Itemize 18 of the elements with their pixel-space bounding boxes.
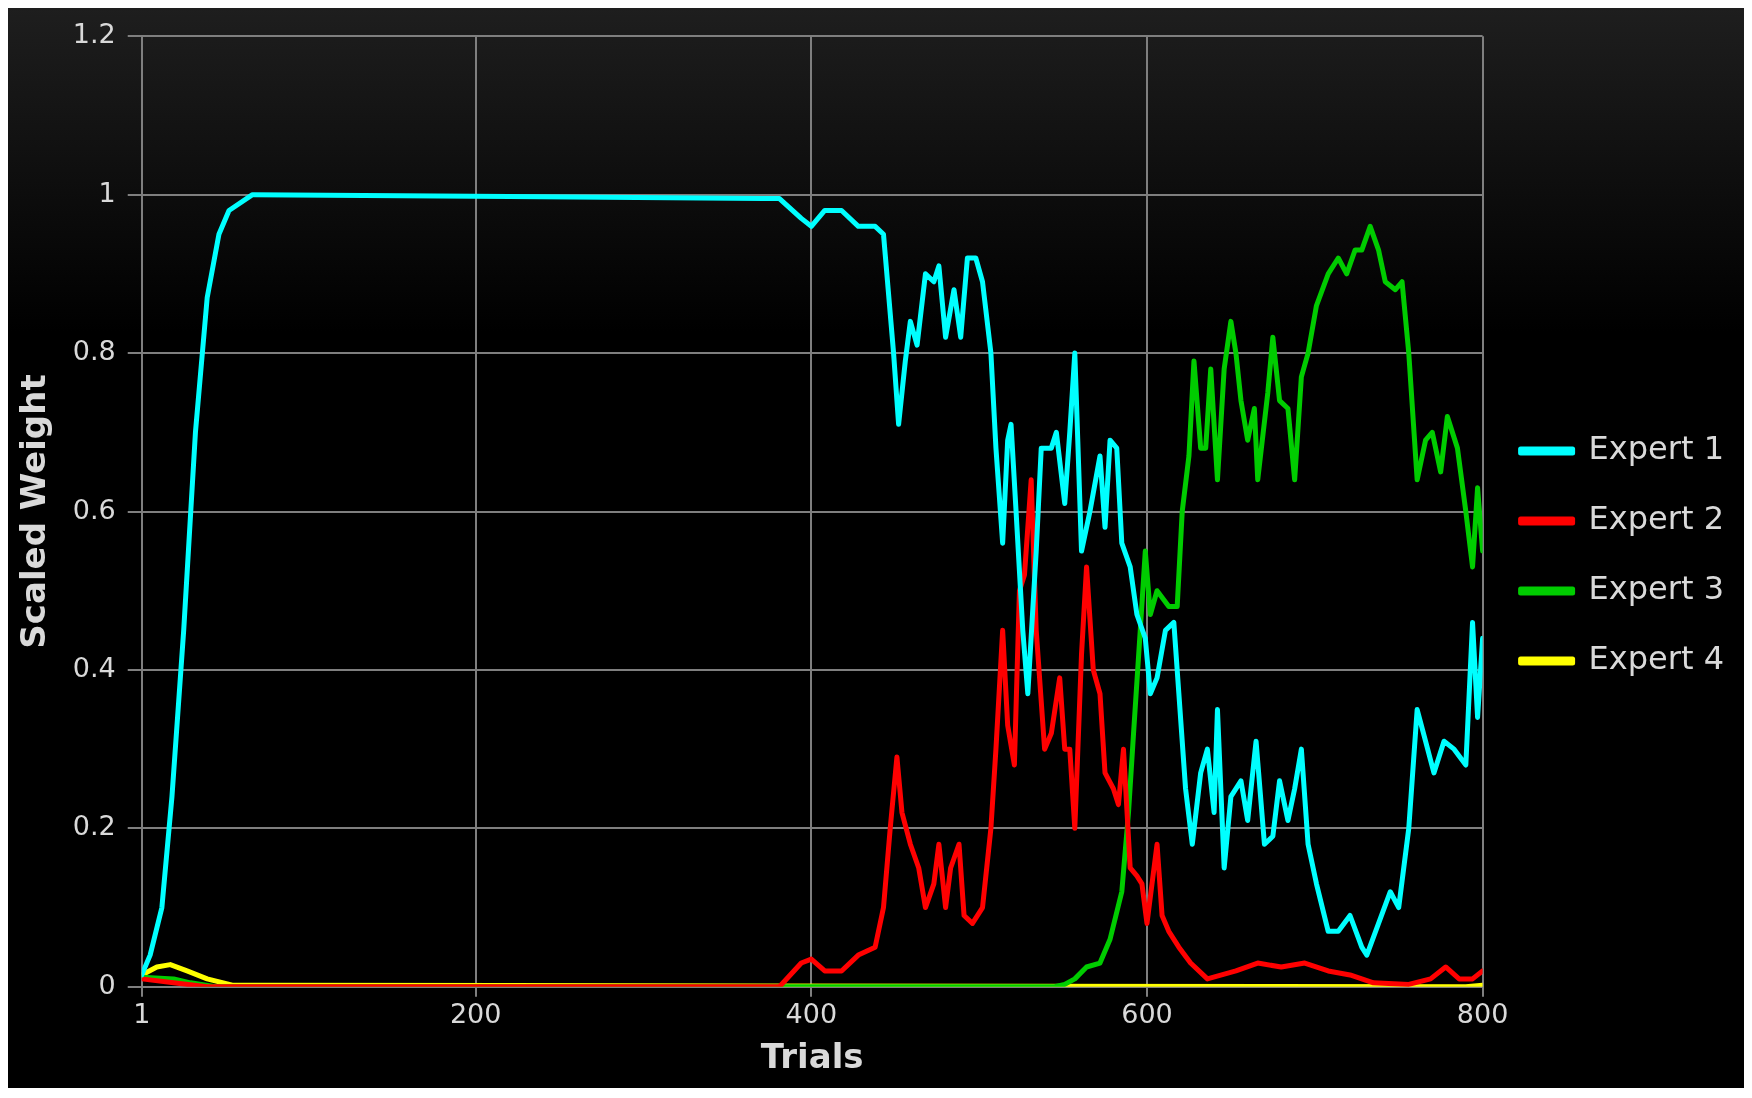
- legend-label: Expert 4: [1588, 639, 1724, 678]
- y-axis-title: Scaled Weight: [13, 374, 54, 649]
- x-tick-label: 800: [1456, 998, 1509, 1030]
- legend-label: Expert 2: [1588, 499, 1724, 538]
- x-tick-label: 1: [133, 998, 151, 1030]
- y-tick-label: 0.8: [72, 335, 116, 367]
- x-axis-title: Trials: [760, 1036, 864, 1077]
- legend-label: Expert 3: [1588, 569, 1724, 608]
- y-tick-label: 1.2: [72, 18, 116, 50]
- y-tick-label: 0.2: [72, 810, 116, 842]
- y-tick-label: 0.4: [72, 651, 116, 683]
- x-tick-label: 600: [1121, 998, 1173, 1030]
- x-tick-label: 400: [785, 998, 838, 1030]
- legend-label: Expert 1: [1588, 429, 1724, 468]
- y-tick-label: 1: [98, 176, 116, 208]
- y-tick-label: 0: [98, 968, 116, 1000]
- x-tick-label: 200: [449, 998, 502, 1030]
- y-tick-label: 0.6: [72, 493, 116, 525]
